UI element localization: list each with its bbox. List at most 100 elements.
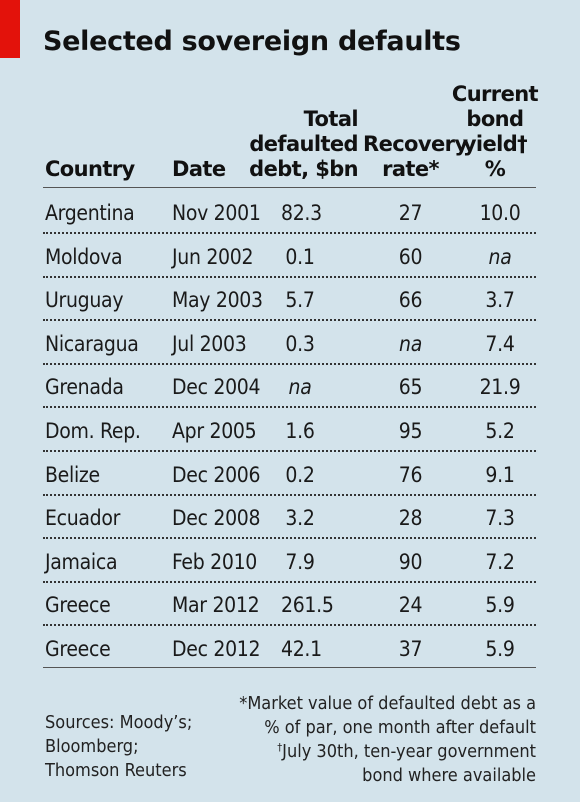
column-header-date: Date — [172, 157, 226, 182]
table-row: Jamaica Feb 2010 7.9 90 7.2 — [0, 538, 580, 583]
row-divider — [43, 450, 536, 452]
cell-date: Feb 2010 — [172, 549, 258, 574]
table-row: Dom. Rep. Apr 2005 1.6 95 5.2 — [0, 407, 580, 452]
cell-recovery: 24 — [398, 593, 423, 618]
cell-yield: na — [488, 244, 512, 269]
cell-debt: 0.3 — [285, 331, 315, 356]
row-divider — [43, 275, 536, 278]
column-header-line: Date — [172, 157, 226, 181]
cell-country: Argentina — [45, 201, 135, 225]
cell-debt: 0.2 — [285, 462, 315, 487]
footnote-line: bond where available — [362, 765, 536, 786]
cell-country: Nicaragua — [45, 331, 139, 356]
cell-debt: 261.5 — [281, 593, 334, 618]
footnote-line: †July 30th, ten-year government — [277, 741, 536, 762]
column-header-line: Total — [303, 107, 359, 131]
cell-date: Nov 2001 — [172, 201, 261, 225]
cell-date: Dec 2006 — [172, 462, 261, 487]
cell-yield: 5.2 — [485, 419, 515, 443]
column-header-line: yield† — [462, 132, 528, 156]
table-row: Greece Dec 2012 42.1 37 5.9 — [0, 625, 580, 669]
cell-recovery: na — [399, 331, 422, 356]
cell-yield: 21.9 — [479, 375, 521, 400]
row-divider — [43, 537, 536, 540]
column-header-line: debt, $bn — [249, 157, 358, 181]
cell-country: Greece — [45, 593, 111, 618]
cell-debt: na — [288, 375, 312, 400]
column-header-line: Current — [451, 82, 539, 106]
cell-recovery: 76 — [398, 462, 423, 487]
cell-recovery: 65 — [398, 375, 423, 400]
column-header-country: Country — [45, 157, 135, 182]
table-row: Belize Dec 2006 0.2 76 9.1 — [0, 451, 580, 496]
table-row: Uruguay May 2003 5.7 66 3.7 — [0, 276, 580, 322]
bottom-rule — [43, 667, 536, 668]
cell-country: Moldova — [45, 244, 123, 269]
chart-title: Selected sovereign defaults — [43, 26, 461, 57]
cell-yield: 7.2 — [485, 549, 515, 574]
cell-date: Jun 2002 — [172, 244, 254, 269]
cell-date: May 2003 — [172, 288, 263, 313]
cell-yield: 10.0 — [479, 201, 521, 225]
cell-date: Apr 2005 — [172, 419, 257, 443]
header-rule — [43, 187, 536, 188]
cell-debt: 5.7 — [285, 288, 315, 313]
row-divider — [43, 406, 536, 409]
cell-country: Ecuador — [45, 506, 121, 531]
column-header-line: Country — [45, 157, 135, 181]
cell-debt: 82.3 — [281, 201, 322, 225]
cell-debt: 0.1 — [285, 244, 315, 269]
table-row: Nicaragua Jul 2003 0.3 na 7.4 — [0, 320, 580, 365]
footnote-line: *Market value of defaulted debt as a — [239, 693, 536, 714]
column-header-line: bond — [466, 107, 524, 131]
cell-country: Belize — [45, 462, 100, 487]
cell-yield: 3.7 — [485, 288, 515, 313]
column-header-line: % — [484, 157, 506, 181]
cell-recovery: 90 — [398, 549, 423, 574]
table-row: Moldova Jun 2002 0.1 60 na — [0, 233, 580, 278]
row-divider — [43, 624, 536, 627]
cell-recovery: 37 — [398, 637, 423, 661]
cell-country: Dom. Rep. — [45, 419, 141, 443]
cell-debt: 1.6 — [285, 419, 315, 443]
row-divider — [43, 232, 536, 234]
column-header-yield: Current bond yield†% — [451, 82, 539, 182]
cell-recovery: 66 — [398, 288, 423, 313]
row-divider — [43, 493, 536, 496]
column-header-line: Recovery — [363, 132, 468, 156]
cell-yield: 7.3 — [485, 506, 515, 531]
cell-debt: 42.1 — [281, 637, 322, 661]
cell-date: Dec 2008 — [172, 506, 261, 531]
cell-debt: 7.9 — [285, 549, 315, 574]
footnote: *Market value of defaulted debt as a % of… — [206, 692, 536, 788]
cell-date: Mar 2012 — [172, 593, 260, 618]
sources-line: Thomson Reuters — [45, 760, 187, 781]
cell-date: Dec 2012 — [172, 637, 261, 661]
sources-line: Sources: Moody’s; — [45, 712, 193, 733]
sources-line: Bloomberg; — [45, 736, 139, 757]
footnote-line: % of par, one month after default — [264, 717, 536, 738]
table-row: Grenada Dec 2004 na 65 21.9 — [0, 363, 580, 409]
table-row: Argentina Nov 2001 82.3 27 10.0 — [0, 189, 580, 234]
table-row: Greece Mar 2012 261.5 24 5.9 — [0, 581, 580, 627]
cell-country: Jamaica — [45, 549, 118, 574]
row-divider — [43, 362, 536, 365]
cell-yield: 7.4 — [485, 331, 515, 356]
table-row: Ecuador Dec 2008 3.2 28 7.3 — [0, 494, 580, 540]
sources-note: Sources: Moody’s; Bloomberg; Thomson Reute… — [45, 711, 192, 783]
cell-country: Greece — [45, 637, 111, 661]
cell-recovery: 27 — [398, 201, 423, 225]
cell-recovery: 60 — [398, 244, 423, 269]
cell-yield: 5.9 — [485, 637, 515, 661]
column-header-line: defaulted — [249, 132, 358, 156]
column-header-recovery: Recovery rate* — [363, 132, 468, 182]
cell-date: Jul 2003 — [172, 331, 247, 356]
accent-tab — [0, 0, 20, 58]
cell-country: Grenada — [45, 375, 124, 400]
row-divider — [43, 319, 536, 322]
cell-country: Uruguay — [45, 288, 124, 313]
column-header-debt: Total defaulted debt, $bn — [249, 107, 358, 182]
cell-recovery: 95 — [398, 419, 423, 443]
cell-yield: 5.9 — [485, 593, 515, 618]
cell-debt: 3.2 — [285, 506, 315, 531]
